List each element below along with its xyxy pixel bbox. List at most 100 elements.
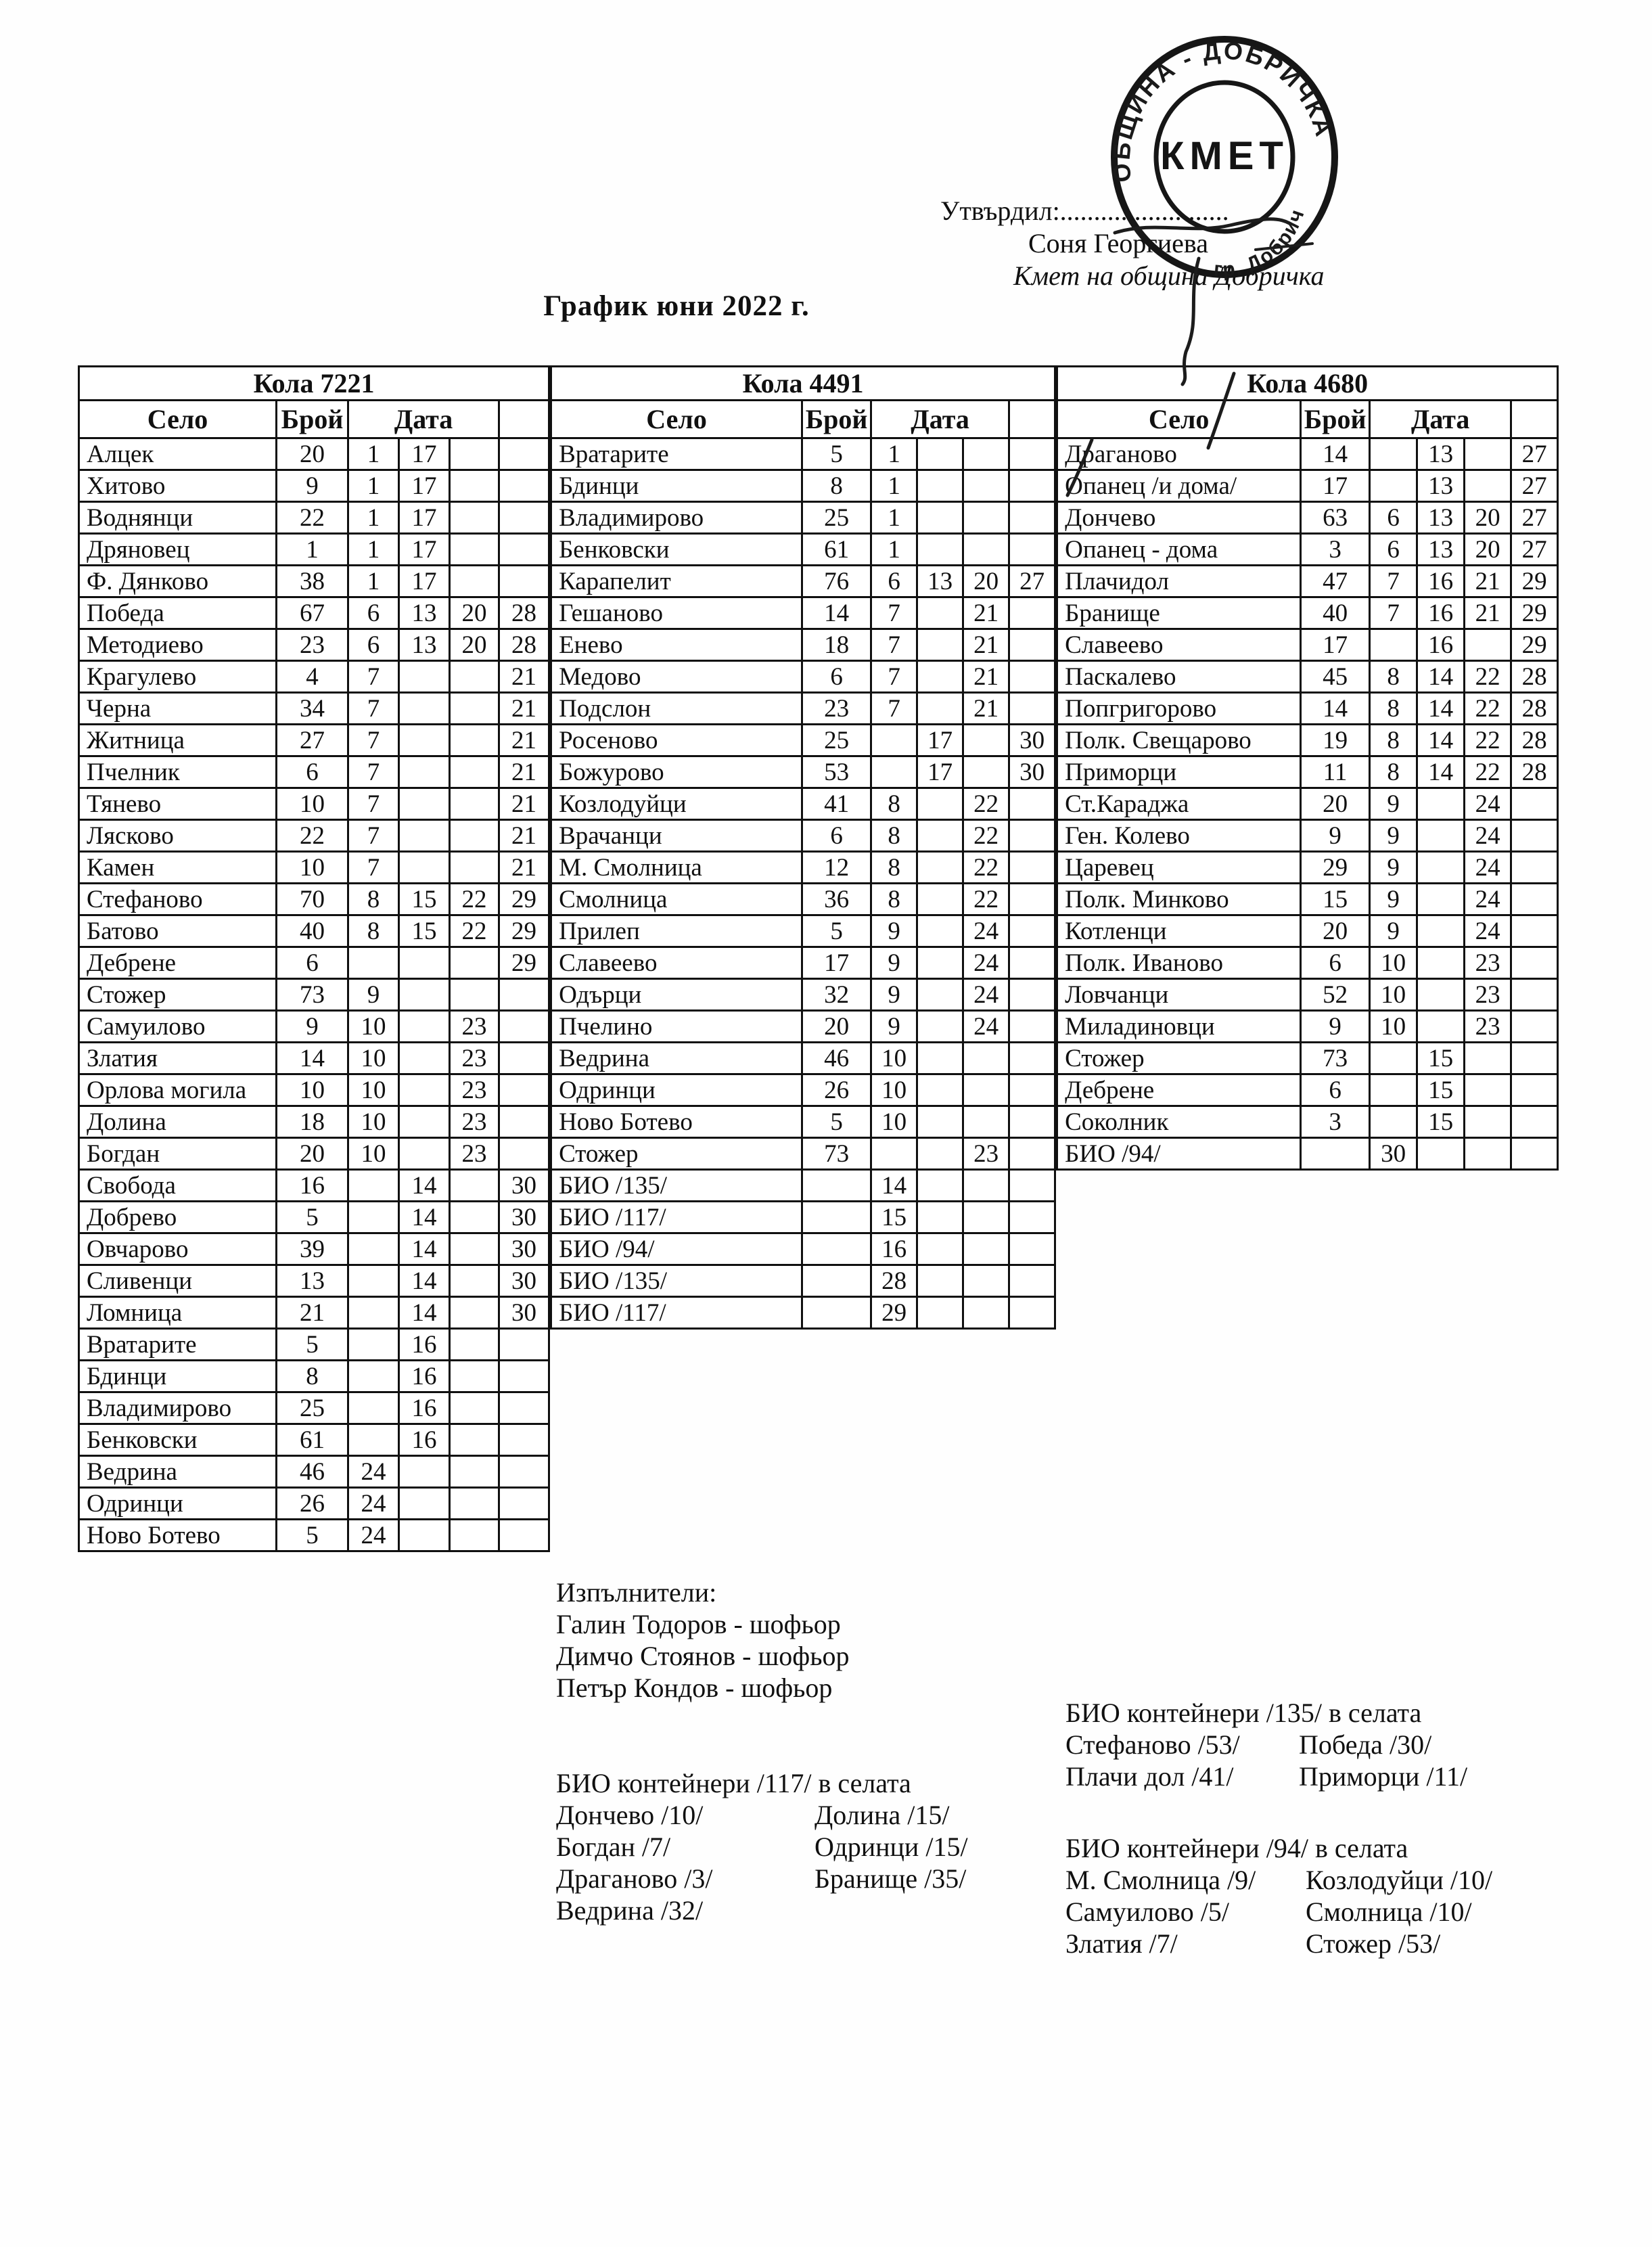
date-cell [398,755,451,789]
date-cell: 28 [1510,660,1559,694]
village-cell: Козлодуйци [550,787,804,821]
date-cell: 9 [1369,787,1419,821]
count-cell: 6 [275,755,349,789]
column-header-date-extra [1008,399,1057,439]
date-cell: 29 [497,946,551,980]
date-cell: 27 [1510,532,1559,566]
date-cell: 10 [347,1009,400,1043]
count-cell: 9 [1300,819,1371,853]
count-cell: 14 [1300,437,1371,471]
date-cell: 6 [347,596,400,630]
table-row: Плачидол 47 7 16 21 29 [1056,564,1559,598]
date-cell: 20 [449,596,500,630]
village-cell: Стожер [550,1137,804,1171]
date-cell [497,1518,551,1552]
table-row: Богдан 20 10 23 [78,1137,551,1171]
date-cell: 21 [497,850,551,884]
table-row: БИО /117/29 [550,1296,1057,1330]
count-cell: 46 [801,1041,873,1075]
date-cell: 7 [1369,596,1419,630]
date-cell [1510,1105,1559,1139]
count-cell: 27 [275,723,349,757]
date-cell: 24 [962,946,1011,980]
date-cell [1008,596,1057,630]
date-cell: 22 [962,819,1011,853]
date-cell: 16 [398,1359,451,1393]
date-cell [1463,1137,1513,1171]
date-cell [916,1200,965,1234]
date-cell: 23 [1463,946,1513,980]
table-row: БИО /117/15 [550,1200,1057,1234]
date-cell [449,787,500,821]
count-cell: 25 [801,501,873,535]
count-cell: 63 [1300,501,1371,535]
date-cell [962,1105,1011,1139]
date-cell: 24 [1463,819,1513,853]
bio-117-right-column: Долина /15/Одринци /15/Бранище /35/ [814,1799,968,1926]
date-cell [449,1264,500,1298]
table-row: Лясково 22 7 21 [78,819,551,853]
count-cell: 47 [1300,564,1371,598]
date-cell: 15 [870,1200,919,1234]
date-cell: 22 [1463,691,1513,725]
village-cell: Черна [78,691,277,725]
date-cell [1369,1105,1419,1139]
village-cell: Ломница [78,1296,277,1330]
date-cell [398,819,451,853]
car-header-row: Кола 7221 [77,365,551,401]
date-cell: 20 [449,628,500,662]
village-cell: Славеево [1056,628,1302,662]
date-cell: 6 [1369,501,1419,535]
date-cell: 1 [347,501,400,535]
car-header-row: Кола 4680 [1056,365,1559,401]
date-cell: 28 [497,596,551,630]
date-cell: 28 [1510,755,1559,789]
date-cell [962,1168,1011,1202]
date-cell: 21 [497,819,551,853]
village-cell: Опанец - дома [1056,532,1302,566]
table-row: Ново Ботево 5 24 [78,1518,551,1552]
table-row: М. Смолница 12 8 22 [550,850,1057,884]
date-cell [1416,1137,1466,1171]
table-row: Росеново 25 17 30 [550,723,1057,757]
table-row: Свобода 16 14 30 [78,1168,551,1202]
date-cell [497,1486,551,1520]
date-cell: 23 [449,1073,500,1107]
date-cell: 15 [1416,1073,1466,1107]
date-cell [449,946,500,980]
date-cell [398,946,451,980]
table-row: Смолница 36 8 22 [550,882,1057,916]
date-cell [916,946,965,980]
village-cell: Пчелник [78,755,277,789]
date-cell [449,564,500,598]
list-item: Плачи дол /41/ [1065,1761,1234,1792]
count-cell: 34 [275,691,349,725]
list-item: Долина /15/ [814,1800,950,1830]
date-cell: 27 [1008,564,1057,598]
date-cell [449,755,500,789]
count-cell: 4 [275,660,349,694]
date-cell: 8 [870,850,919,884]
count-cell [801,1200,873,1234]
page-title: График юни 2022 г. [543,290,810,322]
date-cell: 28 [870,1264,919,1298]
column-header-date: Дата [347,399,500,439]
count-cell: 36 [801,882,873,916]
count-cell: 20 [1300,787,1371,821]
table-row: Батово 40 8 15 22 29 [78,914,551,948]
date-cell: 10 [870,1041,919,1075]
column-header-village: Село [78,399,277,439]
village-cell: Бенковски [550,532,804,566]
date-cell [1369,1041,1419,1075]
count-cell: 73 [1300,1041,1371,1075]
date-cell: 21 [962,691,1011,725]
village-cell: Попгригорово [1056,691,1302,725]
list-item: Златия /7/ [1065,1928,1178,1959]
table-row: Славеево 17 16 29 [1056,628,1559,662]
date-cell [449,437,500,471]
village-cell: Батово [78,914,277,948]
list-item: Богдан /7/ [556,1832,671,1862]
count-cell: 26 [275,1486,349,1520]
date-cell [870,723,919,757]
date-cell [1008,660,1057,694]
